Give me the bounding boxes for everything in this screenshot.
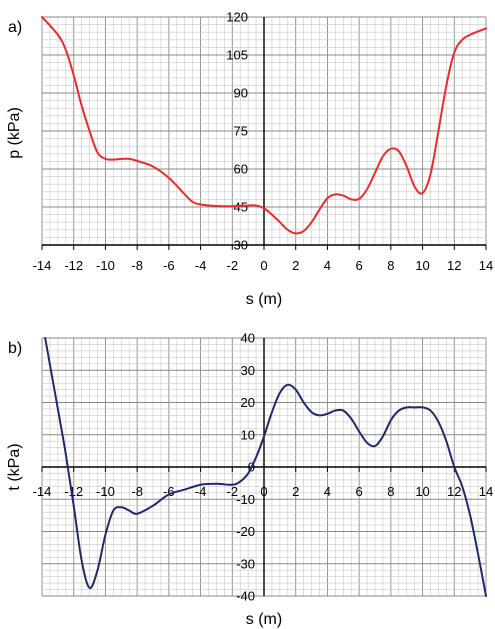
panel-b-x-tick-labels: -14 -12 -10 -8 -6 -4 -2 0 2 4 6 8 10 12 14 bbox=[33, 484, 494, 499]
panel-a-y-tick-labels: 30 45 60 75 90 105 120 bbox=[226, 10, 248, 253]
panel-a-plot bbox=[41, 16, 487, 235]
y-tick-label: 30 bbox=[234, 238, 248, 253]
x-tick-label: -8 bbox=[131, 484, 143, 499]
x-tick-label: -8 bbox=[131, 258, 143, 273]
x-tick-label: 12 bbox=[447, 484, 461, 499]
panel-b-label: b) bbox=[8, 340, 22, 357]
panel-b-axes bbox=[41, 338, 487, 596]
x-tick-label: 2 bbox=[292, 258, 299, 273]
x-tick-label: 6 bbox=[356, 258, 363, 273]
x-tick-label: 4 bbox=[324, 258, 331, 273]
x-tick-label: -6 bbox=[163, 258, 175, 273]
x-tick-label: -4 bbox=[195, 484, 207, 499]
y-tick-label: 20 bbox=[241, 395, 255, 410]
x-tick-label: -12 bbox=[64, 484, 83, 499]
x-tick-label: 8 bbox=[387, 258, 394, 273]
x-tick-label: 0 bbox=[260, 258, 267, 273]
panel-a-label: a) bbox=[8, 19, 22, 36]
x-tick-label: 6 bbox=[356, 484, 363, 499]
panel-a-chart: a) -14 -12 -10 -8 -6 -4 -2 0 2 4 6 8 10 12 14 30 45 60 75… bbox=[6, 10, 493, 309]
y-tick-label: 40 bbox=[241, 331, 255, 346]
panel-a-axes bbox=[41, 17, 487, 250]
y-tick-label: 75 bbox=[234, 124, 248, 139]
y-tick-label: 10 bbox=[241, 427, 255, 442]
panel-a-x-tick-labels: -14 -12 -10 -8 -6 -4 -2 0 2 4 6 8 10 12 14 bbox=[33, 258, 494, 273]
x-tick-label: 10 bbox=[415, 484, 429, 499]
series-line bbox=[44, 337, 487, 597]
panel-b-plot bbox=[44, 337, 487, 597]
x-tick-label: 0 bbox=[260, 484, 267, 499]
x-tick-label: -10 bbox=[96, 484, 115, 499]
x-tick-label: 2 bbox=[292, 484, 299, 499]
panel-b-y-axis-title: t (kPa) bbox=[6, 443, 23, 490]
x-tick-label: -6 bbox=[163, 484, 175, 499]
series-line bbox=[41, 16, 487, 235]
x-tick-label: 10 bbox=[415, 258, 429, 273]
x-tick-label: -10 bbox=[96, 258, 115, 273]
y-tick-label: -30 bbox=[236, 556, 255, 571]
y-tick-label: 90 bbox=[234, 86, 248, 101]
y-tick-label: 30 bbox=[241, 363, 255, 378]
x-tick-label: 4 bbox=[324, 484, 331, 499]
x-tick-label: -2 bbox=[227, 484, 239, 499]
y-tick-label: -20 bbox=[236, 524, 255, 539]
y-tick-label: -40 bbox=[236, 589, 255, 604]
y-tick-label: 45 bbox=[234, 200, 248, 215]
x-tick-label: -4 bbox=[195, 258, 207, 273]
y-tick-label: 60 bbox=[234, 162, 248, 177]
y-tick-label: 120 bbox=[226, 10, 248, 25]
x-tick-label: 14 bbox=[479, 484, 493, 499]
panel-a-x-axis-title: s (m) bbox=[246, 291, 282, 308]
panel-b-chart: b) -14 -12 -10 -8 -6 -4 -2 0 2 4 6 8 10 12 14 -40-30-2… bbox=[6, 331, 493, 629]
x-tick-label: -12 bbox=[64, 258, 83, 273]
x-tick-label: 8 bbox=[387, 484, 394, 499]
y-tick-label: -10 bbox=[236, 492, 255, 507]
x-tick-label: 12 bbox=[447, 258, 461, 273]
x-tick-label: 14 bbox=[479, 258, 493, 273]
x-tick-label: -2 bbox=[227, 258, 239, 273]
panel-b-x-axis-title: s (m) bbox=[246, 611, 282, 628]
y-tick-label: 105 bbox=[226, 48, 248, 63]
panel-a-y-axis-title: p (kPa) bbox=[6, 107, 23, 159]
x-tick-label: -14 bbox=[33, 484, 52, 499]
x-tick-label: -14 bbox=[33, 258, 52, 273]
